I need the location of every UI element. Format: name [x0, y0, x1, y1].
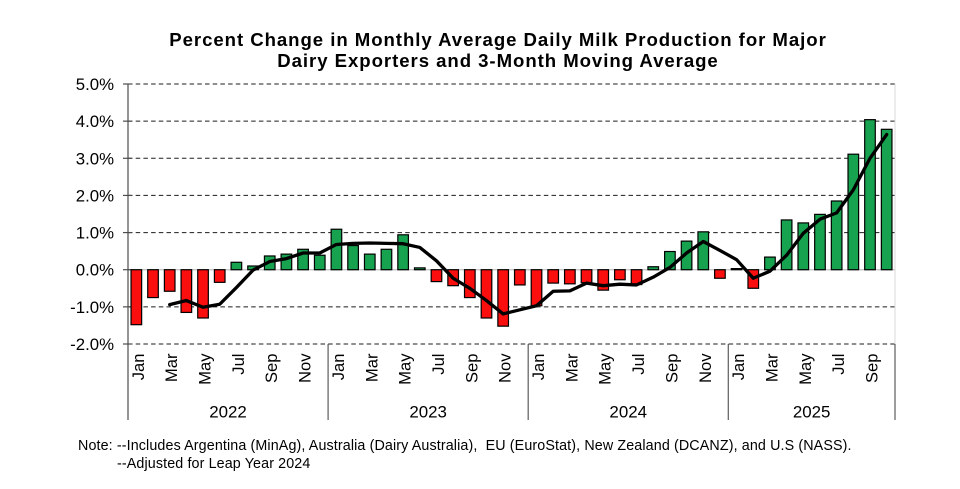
- month-tick-label: Sep: [662, 354, 681, 384]
- bar-positive: [797, 222, 810, 271]
- chart-title-line1: Percent Change in Monthly Average Daily …: [169, 29, 827, 50]
- bar-negative: [480, 269, 493, 319]
- month-tick-label: Sep: [862, 354, 881, 384]
- chart-title: Percent Change in Monthly Average Daily …: [103, 29, 893, 71]
- bar-negative: [147, 269, 159, 299]
- bar-positive: [730, 268, 743, 271]
- bar-negative: [613, 269, 626, 281]
- bar-negative: [497, 269, 510, 327]
- month-tick-label: Jan: [529, 354, 548, 381]
- bar-positive: [647, 266, 660, 271]
- month-tick-label: Jul: [229, 354, 248, 375]
- month-tick-label: Sep: [462, 354, 481, 384]
- bar-negative: [513, 269, 526, 286]
- y-tick-label: 1.0%: [76, 224, 114, 243]
- bar-positive: [397, 234, 410, 271]
- month-tick-label: May: [396, 353, 415, 385]
- bar-positive: [230, 261, 243, 271]
- month-tick-label: Nov: [496, 353, 515, 383]
- bar-positive: [697, 231, 710, 271]
- month-tick-label: Jul: [829, 354, 848, 375]
- month-tick-label: Mar: [762, 353, 781, 382]
- month-tick-label: Sep: [262, 354, 281, 384]
- bar-positive: [664, 250, 676, 271]
- month-tick-label: Jan: [129, 354, 148, 381]
- footnote: Note: --Includes Argentina (MinAg), Aust…: [78, 438, 852, 473]
- bar-positive: [380, 248, 393, 271]
- y-tick-label: -2.0%: [70, 335, 114, 354]
- bar-positive: [297, 248, 309, 271]
- bar-positive: [814, 213, 826, 271]
- bar-negative: [463, 269, 476, 299]
- month-tick-label: Jul: [629, 354, 648, 375]
- month-tick-label: Jan: [729, 354, 748, 381]
- year-label: 2025: [793, 403, 831, 422]
- y-tick-label: 4.0%: [76, 112, 114, 131]
- year-label: 2023: [409, 403, 447, 422]
- bar-negative: [597, 269, 610, 291]
- bar-positive: [280, 253, 293, 271]
- bar-negative: [130, 269, 143, 326]
- bar-negative: [563, 269, 576, 285]
- bar-negative: [580, 269, 593, 284]
- month-tick-label: May: [596, 353, 615, 385]
- bar-positive: [680, 240, 693, 271]
- bar-negative: [213, 269, 226, 283]
- bar-negative: [430, 269, 443, 283]
- y-tick-label: 2.0%: [76, 186, 114, 205]
- bar-negative: [163, 269, 176, 292]
- bar-positive: [864, 119, 876, 271]
- month-tick-label: Mar: [362, 353, 381, 382]
- month-tick-label: Jan: [329, 354, 348, 381]
- y-tick-label: 3.0%: [76, 149, 114, 168]
- month-tick-label: Nov: [296, 353, 315, 383]
- bar-negative: [547, 269, 560, 284]
- bar-positive: [780, 219, 793, 271]
- month-tick-label: May: [196, 353, 215, 385]
- month-tick-label: Mar: [562, 353, 581, 382]
- moving-average-line: [168, 132, 889, 316]
- month-tick-label: Mar: [162, 353, 181, 382]
- bar-negative: [197, 269, 209, 319]
- bar-negative: [714, 269, 726, 279]
- year-label: 2022: [209, 403, 247, 422]
- bar-positive: [847, 153, 860, 271]
- bar-positive: [413, 267, 426, 271]
- month-tick-label: May: [796, 353, 815, 385]
- month-tick-label: Nov: [696, 353, 715, 383]
- footnote-line1: Note: --Includes Argentina (MinAg), Aust…: [78, 438, 852, 454]
- y-tick-label: 5.0%: [76, 75, 114, 94]
- footnote-line2: --Adjusted for Leap Year 2024: [117, 455, 311, 472]
- bar-negative: [180, 269, 193, 314]
- chart-title-line2: Dairy Exporters and 3-Month Moving Avera…: [277, 49, 719, 71]
- bar-positive: [363, 253, 376, 271]
- bar-positive: [830, 200, 843, 271]
- bar-positive: [347, 244, 359, 271]
- y-tick-label: -1.0%: [70, 298, 114, 317]
- year-label: 2024: [609, 403, 647, 422]
- bar-positive: [330, 228, 343, 271]
- y-tick-label: 0.0%: [76, 261, 114, 280]
- month-tick-label: Jul: [429, 354, 448, 375]
- bar-positive: [880, 128, 893, 271]
- bar-positive: [313, 254, 326, 271]
